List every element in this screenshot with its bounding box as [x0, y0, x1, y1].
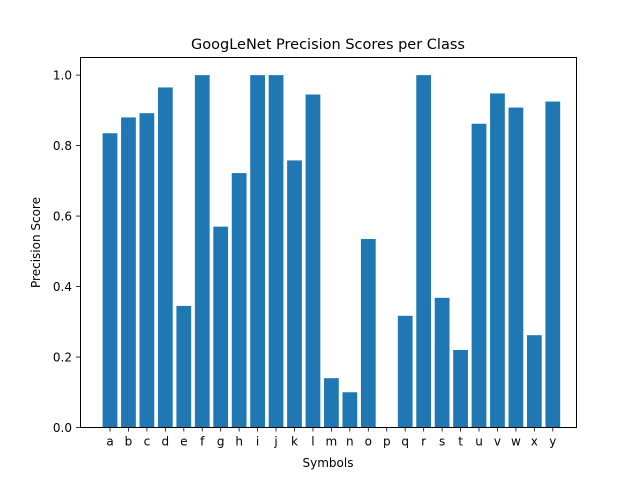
x-tick-label: t — [458, 435, 463, 449]
bar-x — [526, 335, 542, 428]
x-tick-label: g — [217, 435, 225, 449]
bar-a — [102, 133, 118, 428]
bar-f — [194, 75, 210, 428]
x-tick-label: v — [494, 435, 501, 449]
y-tick-label: 1.0 — [53, 69, 72, 83]
bars-group — [102, 75, 561, 428]
x-tick-label: y — [549, 435, 556, 449]
x-tick-label: x — [531, 435, 538, 449]
x-axis-label: Symbols — [303, 456, 354, 470]
bar-d — [157, 87, 173, 428]
x-tick-label: j — [273, 435, 277, 449]
bar-m — [324, 378, 339, 428]
y-tick-label: 0.6 — [53, 210, 72, 224]
x-tick-label: p — [383, 435, 391, 449]
bar-r — [416, 75, 432, 428]
bar-n — [342, 392, 358, 428]
x-tick-label: s — [439, 435, 445, 449]
y-tick-label: 0.0 — [53, 421, 72, 435]
y-axis-label: Precision Score — [29, 197, 43, 288]
x-tick-label: q — [401, 435, 409, 449]
bar-h — [231, 173, 247, 428]
x-tick-label: c — [144, 435, 151, 449]
bar-q — [397, 315, 413, 428]
y-tick-label: 0.4 — [53, 280, 72, 294]
x-tick-label: i — [256, 435, 259, 449]
bar-u — [471, 123, 487, 428]
bar-k — [287, 160, 302, 428]
x-tick-label: m — [326, 435, 338, 449]
y-tick-label: 0.8 — [53, 139, 72, 153]
bar-o — [360, 238, 376, 428]
x-tick-label: r — [421, 435, 426, 449]
bar-j — [268, 75, 284, 428]
bar-b — [121, 117, 136, 428]
y-axis-ticks: 0.0 0.2 0.4 0.6 0.8 1.0 — [53, 69, 80, 435]
x-tick-label: a — [106, 435, 113, 449]
bar-e — [176, 305, 192, 428]
bar-c — [139, 113, 155, 428]
x-tick-label: l — [311, 435, 314, 449]
x-tick-label: e — [180, 435, 187, 449]
chart-title: GoogLeNet Precision Scores per Class — [191, 37, 465, 53]
bar-w — [508, 107, 524, 428]
y-tick-label: 0.2 — [53, 351, 72, 365]
bar-i — [250, 75, 265, 428]
x-tick-label: f — [200, 435, 205, 449]
x-tick-label: b — [125, 435, 133, 449]
bar-y — [545, 101, 561, 428]
plot-frame — [80, 57, 577, 428]
x-tick-label: w — [511, 435, 521, 449]
x-tick-label: h — [235, 435, 243, 449]
bar-v — [490, 93, 505, 428]
x-tick-label: o — [365, 435, 372, 449]
bar-g — [213, 226, 229, 428]
bar-l — [305, 94, 321, 428]
x-tick-label: k — [291, 435, 298, 449]
x-tick-label: d — [162, 435, 170, 449]
x-tick-label: n — [346, 435, 354, 449]
x-tick-label: u — [475, 435, 483, 449]
bar-t — [453, 349, 468, 428]
bar-s — [434, 297, 450, 428]
